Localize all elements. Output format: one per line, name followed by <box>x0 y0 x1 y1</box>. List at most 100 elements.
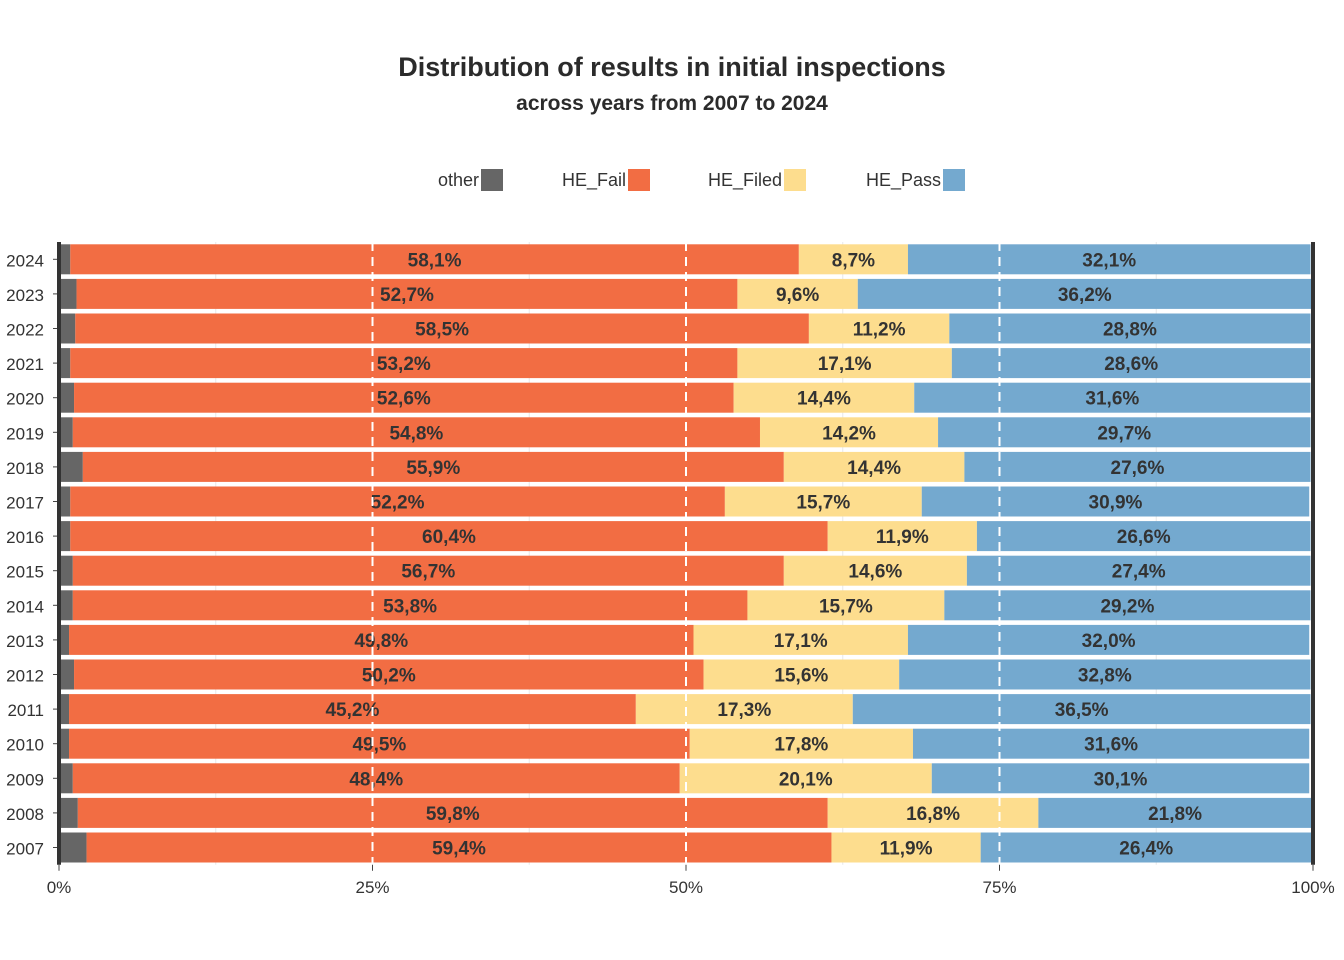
data-label-he-pass-2024: 32,1% <box>1082 250 1136 271</box>
data-label-he-fail-2020: 52,6% <box>377 389 431 410</box>
bar-other-2022 <box>59 313 76 344</box>
data-label-he-filed-2015: 14,6% <box>848 562 902 583</box>
bar-he-pass-2012 <box>899 659 1311 690</box>
data-label-he-fail-2013: 49,8% <box>354 631 408 652</box>
x-tick-label-25: 25% <box>355 878 389 897</box>
bar-he-pass-2023 <box>857 278 1312 309</box>
data-label-he-fail-2011: 45,2% <box>325 700 379 721</box>
data-label-he-filed-2018: 14,4% <box>847 458 901 479</box>
bar-other-2012 <box>59 659 75 690</box>
bar-he-filed-2012 <box>703 659 900 690</box>
bar-other-2021 <box>59 348 71 379</box>
legend-label-he-filed: HE_Filed <box>708 169 783 190</box>
data-label-he-fail-2009: 48,4% <box>349 769 403 790</box>
bar-he-pass-2015 <box>966 555 1311 586</box>
legend-label-he-fail: HE_Fail <box>562 169 627 190</box>
legend-swatch-other <box>481 169 504 191</box>
bar-he-filed-2010 <box>689 728 913 759</box>
legend-label-other: other <box>438 169 480 190</box>
bar-other-2020 <box>59 382 75 413</box>
data-label-he-pass-2016: 26,6% <box>1117 527 1171 548</box>
data-label-he-fail-2024: 58,1% <box>408 250 462 271</box>
bar-he-fail-2011 <box>69 694 636 725</box>
data-label-he-pass-2017: 30,9% <box>1089 493 1143 514</box>
y-tick-label-2016: 2016 <box>6 528 44 547</box>
legend-swatch-he-filed <box>784 169 807 191</box>
data-label-he-fail-2010: 49,5% <box>352 735 406 756</box>
data-label-he-pass-2013: 32,0% <box>1082 631 1136 652</box>
bar-other-2016 <box>59 521 71 552</box>
data-label-he-filed-2010: 17,8% <box>774 735 828 756</box>
bar-other-2014 <box>59 590 73 621</box>
x-tick-label-0: 0% <box>47 878 72 897</box>
bar-he-fail-2016 <box>70 521 828 552</box>
bar-he-filed-2011 <box>635 694 853 725</box>
bar-he-pass-2013 <box>907 624 1310 655</box>
bar-other-2007 <box>59 832 87 863</box>
bar-other-2015 <box>59 555 73 586</box>
data-label-he-filed-2014: 15,7% <box>819 596 873 617</box>
bar-he-filed-2021 <box>737 348 952 379</box>
bar-other-2011 <box>59 694 70 725</box>
data-label-he-fail-2016: 60,4% <box>422 527 476 548</box>
data-label-he-pass-2010: 31,6% <box>1084 735 1138 756</box>
y-tick-label-2015: 2015 <box>6 563 44 582</box>
bar-he-filed-2020 <box>733 382 915 413</box>
bar-he-fail-2012 <box>74 659 704 690</box>
bar-he-filed-2008 <box>827 797 1039 828</box>
legend: other HE_Fail HE_Filed HE_Pass <box>0 168 1344 194</box>
bar-he-filed-2018 <box>783 451 965 482</box>
bar-he-fail-2017 <box>70 486 725 517</box>
data-label-he-fail-2021: 53,2% <box>377 354 431 375</box>
bar-he-fail-2020 <box>74 382 734 413</box>
y-tick-label-2019: 2019 <box>6 424 44 443</box>
data-label-he-fail-2014: 53,8% <box>383 596 437 617</box>
data-label-he-fail-2008: 59,8% <box>426 804 480 825</box>
data-label-he-pass-2008: 21,8% <box>1148 804 1202 825</box>
bar-other-2009 <box>59 763 73 794</box>
y-tick-label-2007: 2007 <box>6 840 44 859</box>
bar-he-fail-2024 <box>70 244 799 275</box>
bar-he-fail-2018 <box>82 451 784 482</box>
data-label-he-filed-2017: 15,7% <box>796 493 850 514</box>
y-tick-label-2014: 2014 <box>6 597 44 616</box>
bar-other-2010 <box>59 728 70 759</box>
data-label-he-filed-2008: 16,8% <box>906 804 960 825</box>
bar-he-fail-2019 <box>72 417 760 448</box>
data-label-he-fail-2022: 58,5% <box>415 320 469 341</box>
bar-he-pass-2008 <box>1038 797 1312 828</box>
data-label-he-fail-2015: 56,7% <box>401 562 455 583</box>
bar-he-fail-2021 <box>70 348 738 379</box>
bar-other-2023 <box>59 278 77 309</box>
y-tick-label-2018: 2018 <box>6 459 44 478</box>
bar-he-pass-2011 <box>852 694 1311 725</box>
bar-he-fail-2014 <box>72 590 748 621</box>
y-tick-label-2010: 2010 <box>6 736 44 755</box>
bar-he-pass-2021 <box>951 348 1311 379</box>
bar-he-filed-2014 <box>747 590 945 621</box>
y-tick-label-2009: 2009 <box>6 770 44 789</box>
y-tick-label-2021: 2021 <box>6 355 44 374</box>
legend-item-he-filed: HE_Filed <box>708 168 807 192</box>
bar-he-pass-2007 <box>980 832 1312 863</box>
data-label-he-fail-2023: 52,7% <box>380 285 434 306</box>
data-label-he-pass-2014: 29,2% <box>1100 596 1154 617</box>
data-label-he-filed-2021: 17,1% <box>818 354 872 375</box>
bar-he-filed-2016 <box>827 521 977 552</box>
data-label-he-pass-2020: 31,6% <box>1085 389 1139 410</box>
y-tick-label-2024: 2024 <box>6 251 44 270</box>
bar-he-pass-2014 <box>944 590 1311 621</box>
data-label-he-pass-2011: 36,5% <box>1055 700 1109 721</box>
bar-he-filed-2022 <box>808 313 950 344</box>
data-label-he-filed-2019: 14,2% <box>822 423 876 444</box>
bar-other-2017 <box>59 486 71 517</box>
bar-other-2019 <box>59 417 73 448</box>
y-tick-label-2012: 2012 <box>6 667 44 686</box>
bar-he-fail-2015 <box>72 555 784 586</box>
data-label-he-filed-2022: 11,2% <box>853 320 906 341</box>
bar-he-pass-2024 <box>907 244 1311 275</box>
data-label-he-fail-2018: 55,9% <box>406 458 460 479</box>
bar-he-pass-2010 <box>912 728 1310 759</box>
